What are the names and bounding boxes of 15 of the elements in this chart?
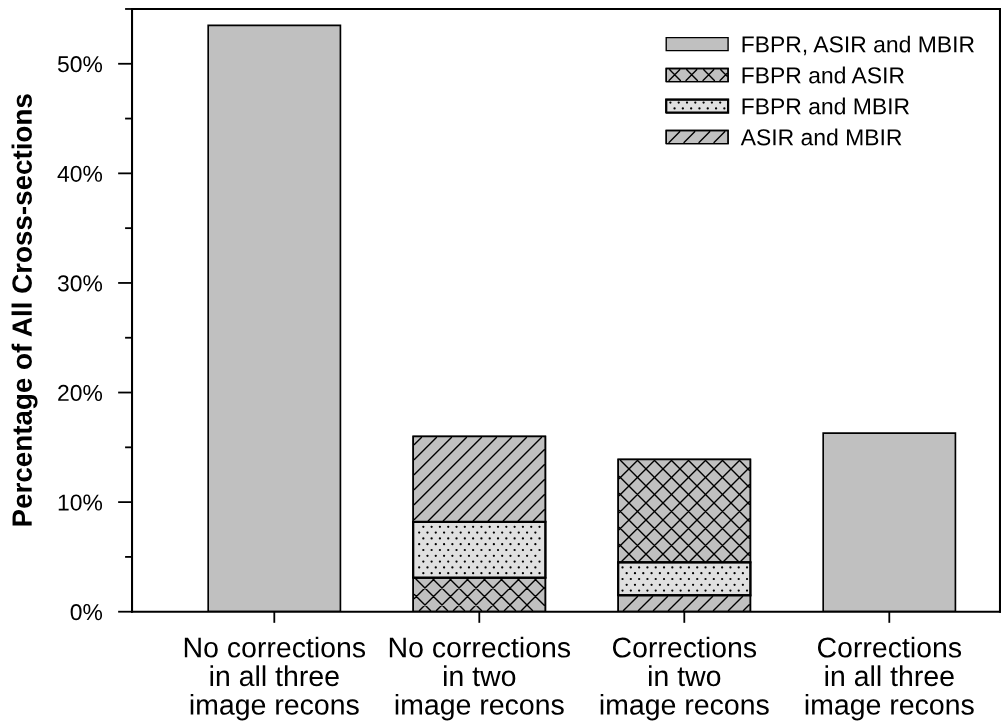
legend-label: FBPR, ASIR and MBIR (742, 35, 974, 56)
y-tick-label: 20% (58, 384, 103, 402)
y-tick-label: 50% (57, 56, 103, 73)
y-tick-label: 10% (58, 494, 103, 511)
y-tick-label: 0% (70, 604, 103, 621)
y-axis-title: Percentage of All Cross-sections (11, 94, 38, 526)
legend-label: FBPR and MBIR (742, 97, 910, 115)
legend-label: ASIR and MBIR (740, 128, 902, 146)
y-tick-label: 40% (57, 165, 103, 182)
x-tick-label: Corrections in two image recons (600, 636, 769, 721)
legend-label: FBPR and ASIR (742, 66, 904, 84)
x-tick-label: No corrections in two image recons (389, 636, 571, 721)
x-tick-label: No corrections in all three image recons (184, 636, 366, 721)
y-tick-label: 30% (57, 275, 103, 292)
x-tick-label: Corrections in all three image recons (805, 636, 974, 721)
